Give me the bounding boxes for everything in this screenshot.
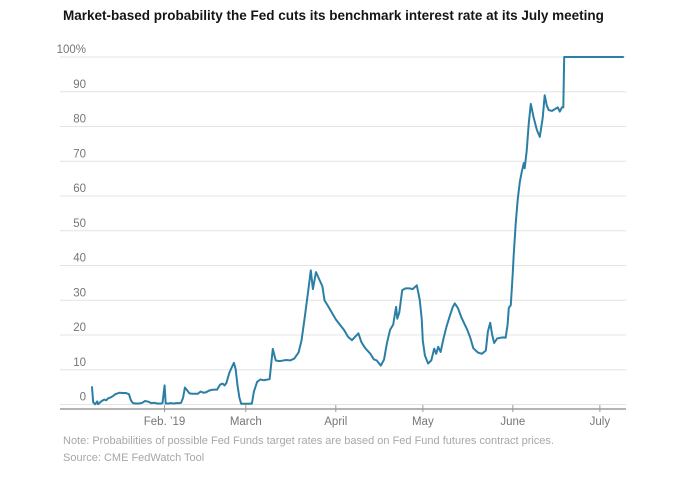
y-tick-label: 40 — [73, 253, 86, 265]
x-tick-label: May — [412, 416, 434, 428]
probability-series-line — [91, 56, 625, 406]
x-tick-label: March — [230, 416, 262, 428]
y-tick-label: 30 — [73, 287, 86, 299]
y-tick-label: 10 — [73, 357, 86, 369]
y-tick-label: 50 — [73, 218, 86, 230]
x-tick-label: June — [500, 416, 525, 428]
y-tick-label: 60 — [73, 183, 86, 195]
page-title: Market-based probability the Fed cuts it… — [63, 8, 604, 23]
x-tick-label: July — [590, 416, 611, 428]
y-tick-label: 100% — [57, 44, 86, 56]
y-tick-label: 80 — [73, 114, 86, 126]
y-tick-label: 70 — [73, 148, 86, 160]
chart-footnote: Note: Probabilities of possible Fed Fund… — [63, 433, 663, 467]
x-tick-label: Feb. ’19 — [144, 416, 186, 428]
note-text: Note: Probabilities of possible Fed Fund… — [63, 435, 554, 447]
y-tick-label: 20 — [73, 322, 86, 334]
y-tick-label: 0 — [80, 392, 86, 404]
x-tick-label: April — [324, 416, 347, 428]
source-text: Source: CME FedWatch Tool — [63, 452, 205, 464]
y-tick-label: 90 — [73, 79, 86, 91]
